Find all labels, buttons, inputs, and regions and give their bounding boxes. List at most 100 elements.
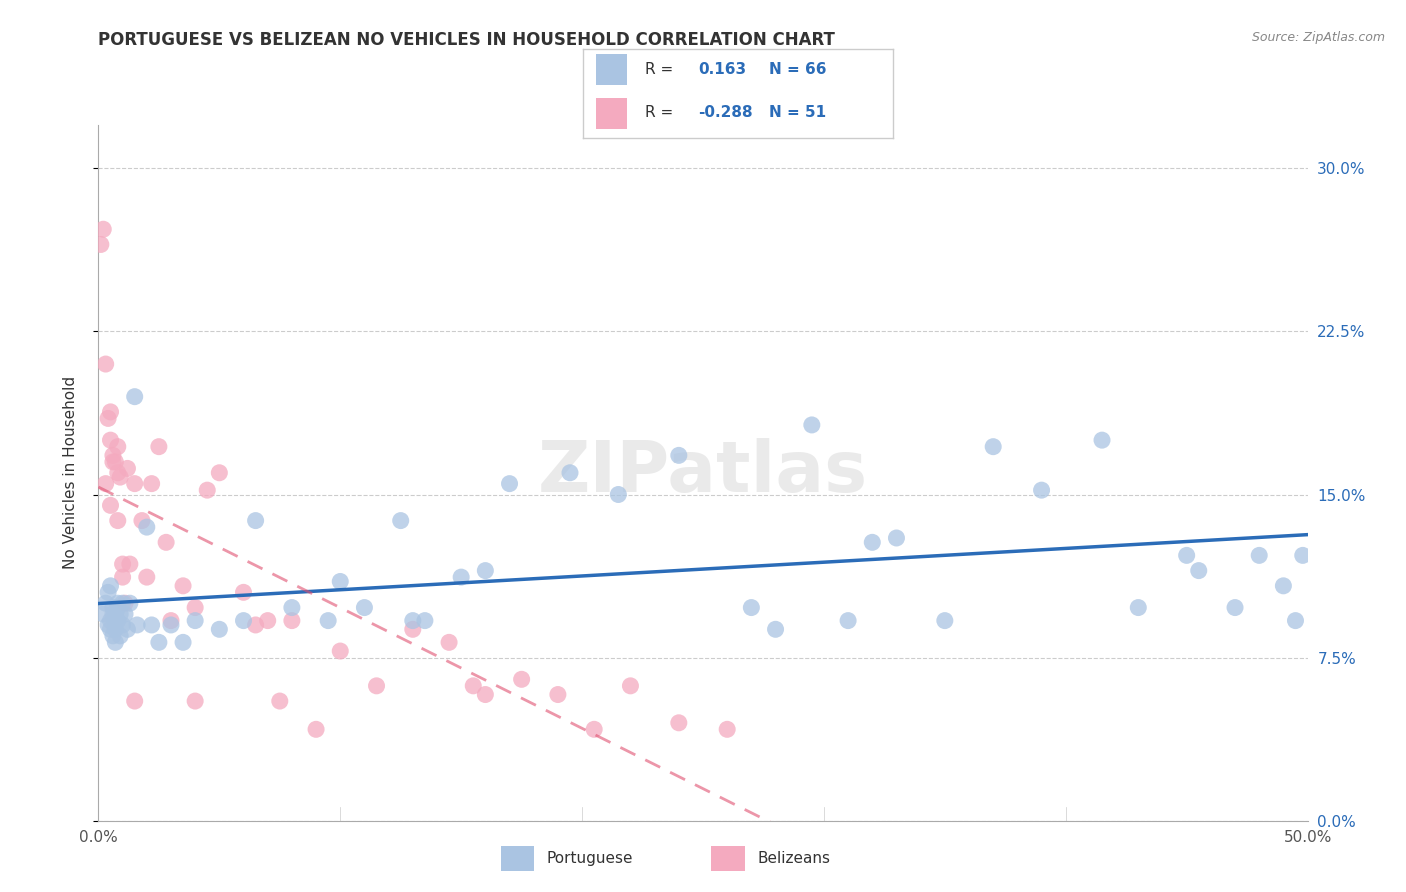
Point — [160, 618, 183, 632]
Point — [305, 723, 328, 737]
Text: -0.288: -0.288 — [697, 105, 752, 120]
Text: N = 51: N = 51 — [769, 105, 827, 120]
Point — [740, 600, 762, 615]
Point — [1272, 579, 1295, 593]
Point — [100, 623, 122, 637]
Point — [100, 579, 122, 593]
Point — [111, 618, 134, 632]
Point — [155, 535, 177, 549]
Point — [91, 222, 114, 236]
Point — [124, 694, 146, 708]
Point — [402, 623, 425, 637]
Point — [117, 623, 139, 637]
Point — [104, 614, 127, 628]
Point — [245, 618, 267, 632]
Point — [402, 614, 425, 628]
Point — [668, 448, 690, 462]
Point — [558, 466, 581, 480]
Point — [104, 455, 127, 469]
Point — [100, 614, 122, 628]
Point — [141, 476, 163, 491]
Point — [117, 461, 139, 475]
Point — [108, 607, 131, 621]
Y-axis label: No Vehicles in Household: No Vehicles in Household — [63, 376, 77, 569]
Point — [101, 455, 124, 469]
Point — [141, 618, 163, 632]
Point — [114, 607, 136, 621]
Point — [1175, 549, 1198, 563]
Point — [607, 487, 630, 501]
Point — [108, 629, 131, 643]
Point — [90, 237, 112, 252]
Text: N = 66: N = 66 — [769, 62, 827, 77]
Point — [208, 623, 231, 637]
Point — [329, 574, 352, 589]
Point — [107, 466, 129, 480]
Point — [127, 618, 149, 632]
Text: R =: R = — [645, 105, 679, 120]
Point — [97, 585, 120, 599]
Point — [111, 570, 134, 584]
Point — [100, 405, 122, 419]
Point — [195, 483, 218, 498]
Point — [981, 440, 1004, 454]
Point — [184, 694, 207, 708]
Point — [172, 579, 194, 593]
Point — [281, 600, 304, 615]
Text: R =: R = — [645, 62, 679, 77]
Point — [148, 635, 170, 649]
Point — [94, 357, 117, 371]
Point — [124, 476, 146, 491]
Bar — [596, 54, 627, 85]
Point — [107, 440, 129, 454]
Point — [101, 629, 124, 643]
Point — [316, 614, 339, 628]
Text: Source: ZipAtlas.com: Source: ZipAtlas.com — [1251, 31, 1385, 45]
Point — [104, 623, 127, 637]
Point — [1188, 564, 1211, 578]
Point — [619, 679, 641, 693]
Point — [498, 476, 520, 491]
Point — [94, 476, 117, 491]
Point — [184, 600, 207, 615]
Point — [765, 623, 787, 637]
Point — [668, 715, 690, 730]
Point — [118, 557, 141, 571]
Point — [860, 535, 883, 549]
Point — [124, 390, 146, 404]
Point — [510, 673, 533, 687]
Point — [837, 614, 859, 628]
Point — [148, 440, 170, 454]
Point — [269, 694, 291, 708]
Text: ZIPatlas: ZIPatlas — [538, 438, 868, 508]
Point — [160, 614, 183, 628]
Point — [474, 688, 496, 702]
Point — [172, 635, 194, 649]
Point — [934, 614, 956, 628]
Point — [329, 644, 352, 658]
Point — [1292, 549, 1315, 563]
Point — [135, 570, 157, 584]
Bar — [501, 847, 534, 871]
Point — [118, 596, 141, 610]
Point — [583, 723, 606, 737]
Point — [100, 499, 122, 513]
Point — [135, 520, 157, 534]
Point — [208, 466, 231, 480]
Point — [413, 614, 436, 628]
Point — [97, 411, 120, 425]
Point — [107, 600, 129, 615]
Point — [97, 618, 120, 632]
Point — [437, 635, 460, 649]
Point — [232, 614, 254, 628]
Bar — [711, 847, 745, 871]
Point — [366, 679, 388, 693]
Text: 0.163: 0.163 — [697, 62, 747, 77]
Point — [547, 688, 569, 702]
Point — [245, 514, 267, 528]
Point — [1249, 549, 1271, 563]
Point — [101, 600, 124, 615]
Point — [353, 600, 375, 615]
Point — [1128, 600, 1150, 615]
Point — [232, 585, 254, 599]
